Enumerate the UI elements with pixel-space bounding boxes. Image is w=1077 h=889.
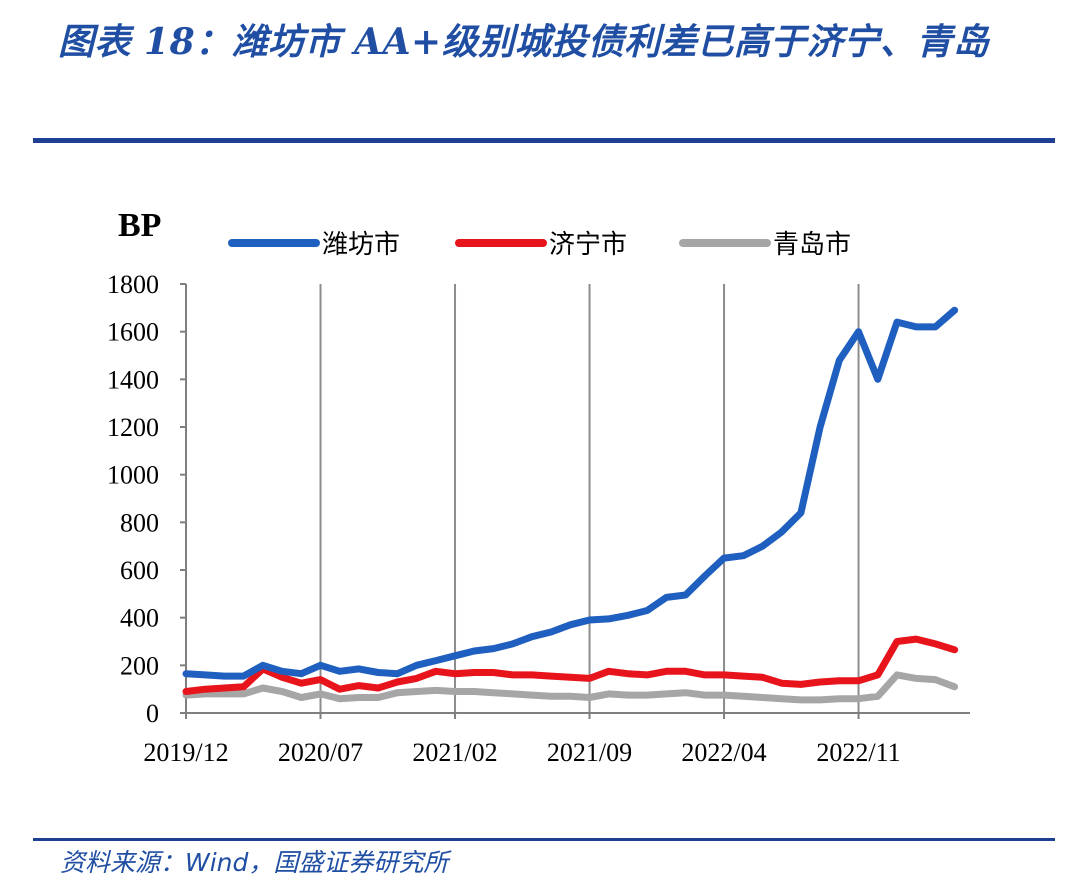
- legend: 潍坊市 济宁市 青岛市: [228, 230, 851, 260]
- y-axis-unit-label: BP: [118, 207, 161, 244]
- x-tick-label: 2021/09: [547, 738, 632, 767]
- y-tick-label: 1200: [107, 413, 159, 442]
- source-note: 资料来源：Wind，国盛证券研究所: [60, 848, 449, 877]
- figure-title: 图表 18：潍坊市 AA+级别城投债利差已高于济宁、青岛: [58, 21, 990, 63]
- y-tick-label: 800: [120, 508, 159, 537]
- line-chart: 0 200 400 600 800 1000 1200 1400 1600 1800 2019/12…: [107, 207, 970, 767]
- legend-label: 青岛市: [773, 230, 851, 260]
- vertical-gridlines: [319, 284, 860, 713]
- y-tick-label: 400: [120, 604, 159, 633]
- y-tick-label: 200: [120, 651, 159, 680]
- legend-label: 潍坊市: [322, 230, 400, 260]
- x-tick-label: 2022/04: [681, 738, 766, 767]
- axes: [180, 283, 970, 719]
- series-line-1: [182, 635, 959, 695]
- series-line-2: [182, 671, 959, 704]
- y-tick-label: 600: [120, 556, 159, 585]
- y-tick-label: 0: [146, 699, 159, 728]
- series-lines: [182, 306, 959, 704]
- y-tick-label: 1000: [107, 461, 159, 490]
- y-tick-label: 1400: [107, 365, 159, 394]
- x-tick-label: 2020/07: [278, 738, 363, 767]
- x-tick-label: 2022/11: [816, 738, 900, 767]
- title-divider: [33, 138, 1055, 143]
- tick-labels: 0 200 400 600 800 1000 1200 1400 1600 1800 2019/12…: [107, 270, 901, 767]
- footer-divider: [33, 838, 1055, 841]
- series-line-0: [182, 306, 959, 680]
- x-tick-label: 2021/02: [412, 738, 497, 767]
- legend-label: 济宁市: [549, 230, 627, 260]
- y-tick-label: 1600: [107, 318, 159, 347]
- y-tick-label: 1800: [107, 270, 159, 299]
- x-tick-label: 2019/12: [143, 738, 228, 767]
